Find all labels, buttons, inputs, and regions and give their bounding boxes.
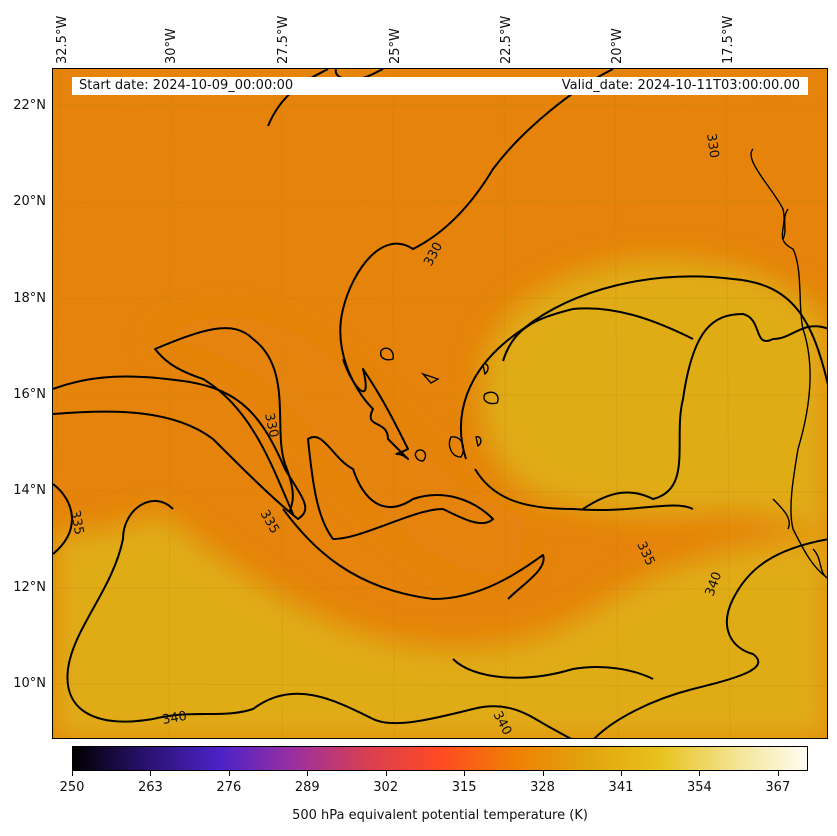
island-santiago xyxy=(448,436,465,458)
contour-340-east-b xyxy=(502,307,694,362)
contour-335-loop xyxy=(474,468,694,512)
island-fogo xyxy=(414,449,427,462)
valid-date-label: Valid_date: 2024-10-11T03:00:00.00 xyxy=(561,78,800,93)
lat-label-20n: 20°N xyxy=(13,194,46,209)
colorbar-tick-label: 315 xyxy=(451,780,477,795)
contour-340-east-south xyxy=(593,538,827,738)
colorbar xyxy=(72,746,808,771)
lat-label-18n: 18°N xyxy=(13,291,46,306)
colorbar-tick-label: 276 xyxy=(216,780,242,795)
guinea-bissau-islands xyxy=(772,498,827,579)
colorbar-tick xyxy=(777,771,779,776)
island-sao-nicolau xyxy=(420,372,440,384)
colorbar-tick xyxy=(307,771,309,776)
graticule xyxy=(53,69,827,738)
colorbar-title: 500 hPa equivalent potential temperature… xyxy=(292,808,588,823)
map-panel[interactable]: 330 330 330 335 335 335 340 340 340 xyxy=(52,68,828,739)
colorbar-tick xyxy=(699,771,701,776)
colorbar-tick-label: 289 xyxy=(294,780,320,795)
colorbar-tick-label: 328 xyxy=(530,780,555,795)
warm-region-south xyxy=(53,514,827,738)
contour-lines xyxy=(53,69,827,738)
lat-label-12n: 12°N xyxy=(13,580,46,595)
map-field: 330 330 330 335 335 335 340 340 340 xyxy=(53,69,827,738)
contour-335-tongue xyxy=(53,375,307,520)
colorbar-tick xyxy=(464,771,466,776)
lon-label-17-5w: 17.5°W xyxy=(721,15,736,64)
colorbar-tick-label: 302 xyxy=(373,780,399,795)
contour-335-east xyxy=(460,275,827,460)
contour-label-330-b: 330 xyxy=(261,412,281,439)
lon-label-20w: 20°W xyxy=(610,28,625,64)
lat-label-14n: 14°N xyxy=(13,483,46,498)
colorbar-tick xyxy=(150,771,152,776)
lat-label-22n: 22°N xyxy=(13,98,46,113)
contour-335-band xyxy=(282,508,545,600)
island-boa-vista xyxy=(483,391,499,405)
lon-label-27-5w: 27.5°W xyxy=(276,15,291,64)
colorbar-tick-label: 367 xyxy=(765,780,791,795)
lon-label-30w: 30°W xyxy=(164,28,179,64)
colorbar-tick xyxy=(620,771,622,776)
contour-label-330-c: 330 xyxy=(703,132,721,159)
contour-label-335-a: 335 xyxy=(67,509,86,536)
lon-label-22-5w: 22.5°W xyxy=(499,15,514,64)
colorbar-tick-label: 341 xyxy=(608,780,634,795)
contour-335-inner xyxy=(307,436,494,540)
warm-region-east xyxy=(480,258,827,538)
contour-340-south xyxy=(66,499,572,738)
contour-340-mid xyxy=(452,658,654,680)
coast-cap-blanc xyxy=(782,208,789,240)
colorbar-tick xyxy=(72,771,73,776)
colorbar-tick-label: 354 xyxy=(686,780,712,795)
island-sal xyxy=(482,363,489,376)
start-date-label: Start date: 2024-10-09_00:00:00 xyxy=(79,78,294,93)
contour-330-tongue xyxy=(154,327,294,515)
contour-label-340-a: 340 xyxy=(161,709,188,728)
colorbar-tick-label: 263 xyxy=(138,780,163,795)
contour-330-main xyxy=(339,69,614,460)
coast-west-africa xyxy=(750,148,827,579)
contour-340-east xyxy=(582,313,827,510)
lat-label-10n: 10°N xyxy=(13,676,46,691)
colorbar-tick xyxy=(228,771,230,776)
island-maio xyxy=(475,436,482,448)
colorbar-tick xyxy=(542,771,544,776)
date-info-box: Start date: 2024-10-09_00:00:00 Valid_da… xyxy=(72,77,808,95)
coastlines xyxy=(379,148,827,579)
lon-label-25w: 25°W xyxy=(388,28,403,64)
lon-label-32-5w: 32.5°W xyxy=(55,15,70,64)
lat-label-16n: 16°N xyxy=(13,387,46,402)
island-santo-antao xyxy=(379,347,394,361)
contour-335-west xyxy=(53,483,73,555)
colorbar-tick-label: 250 xyxy=(59,780,85,795)
colorbar-tick xyxy=(385,771,387,776)
